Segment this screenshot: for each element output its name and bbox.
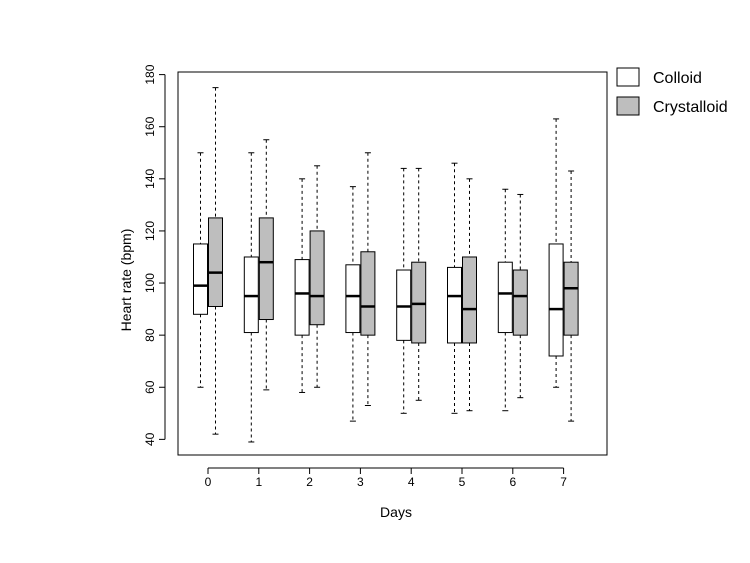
- box-crystalloid-day-2: [309, 165, 325, 388]
- iqr-box: [294, 259, 310, 336]
- box-colloid-day-4: [396, 167, 412, 414]
- y-tick-label: 40: [143, 432, 157, 446]
- y-tick-label: 80: [143, 328, 157, 342]
- plot-frame: [177, 71, 608, 456]
- x-tick-label: 5: [459, 475, 466, 489]
- iqr-box: [548, 243, 564, 357]
- iqr-box: [512, 269, 528, 336]
- y-tick-label: 60: [143, 380, 157, 394]
- iqr-box: [345, 264, 361, 334]
- iqr-box: [563, 261, 579, 336]
- box-colloid-day-5: [447, 162, 462, 414]
- y-tick-label: 160: [143, 116, 157, 136]
- y-tick-label: 140: [143, 168, 157, 188]
- x-tick-label: 0: [205, 475, 212, 489]
- box-crystalloid-day-5: [462, 178, 477, 412]
- iqr-box: [462, 256, 477, 344]
- box-colloid-day-7: [548, 118, 564, 388]
- legend: Colloid Crystalloid: [616, 67, 728, 116]
- iqr-box: [497, 261, 513, 334]
- x-tick-label: 4: [408, 475, 415, 489]
- legend-swatch-crystalloid: [616, 96, 640, 116]
- iqr-box: [411, 261, 427, 344]
- iqr-box: [447, 266, 462, 344]
- box-colloid-day-1: [243, 152, 259, 443]
- box-crystalloid-day-1: [258, 139, 274, 391]
- x-tick-label: 1: [255, 475, 262, 489]
- y-tick-label: 120: [143, 221, 157, 241]
- box-colloid-day-0: [193, 152, 208, 388]
- y-axis-title: Heart rate (bpm): [118, 229, 134, 332]
- x-axis-title: Days: [380, 504, 412, 520]
- box-crystalloid-day-7: [563, 170, 579, 422]
- iqr-box: [309, 230, 325, 326]
- box-crystalloid-day-4: [411, 167, 427, 401]
- y-tick-label: 100: [143, 273, 157, 293]
- box-colloid-day-3: [345, 186, 361, 422]
- x-tick-label: 7: [560, 475, 567, 489]
- x-tick-label: 3: [357, 475, 364, 489]
- boxes-layer: [193, 87, 579, 443]
- iqr-box: [258, 217, 274, 321]
- legend-label-crystalloid: Crystalloid: [653, 99, 728, 116]
- box-crystalloid-day-6: [512, 193, 528, 399]
- iqr-box: [360, 251, 376, 336]
- iqr-box: [243, 256, 259, 334]
- x-axis: 0 1 2 3 4 5 6 7: [205, 467, 567, 489]
- iqr-box: [208, 217, 223, 307]
- box-colloid-day-2: [294, 178, 310, 393]
- x-tick-label: 6: [509, 475, 516, 489]
- iqr-box: [396, 269, 412, 341]
- y-axis: 40 60 80 100 120 140 160 180: [143, 64, 166, 446]
- box-colloid-day-6: [497, 188, 513, 412]
- box-crystalloid-day-3: [360, 152, 376, 406]
- iqr-box: [193, 243, 208, 315]
- box-crystalloid-day-0: [208, 87, 223, 435]
- legend-swatch-colloid: [616, 67, 640, 87]
- y-tick-label: 180: [143, 64, 157, 84]
- x-tick-label: 2: [306, 475, 313, 489]
- legend-label-colloid: Colloid: [653, 70, 702, 87]
